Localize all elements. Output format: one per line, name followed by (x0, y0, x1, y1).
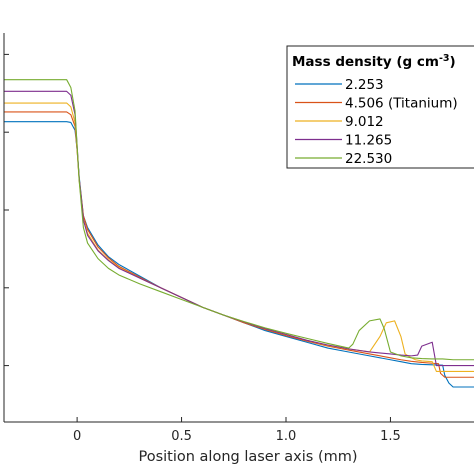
legend-entries: 2.253 4.506 (Titanium) 9.012 11.265 22.530 (295, 77, 458, 167)
legend-title-superscript: -3 (439, 53, 450, 64)
legend-label-5: 22.530 (345, 151, 392, 167)
x-tick-label-4: 1.5 (380, 429, 401, 444)
legend-box (286, 45, 474, 169)
legend-label-3: 9.012 (345, 114, 384, 130)
x-tick-label-1: 0 (73, 429, 81, 444)
axes-layer: 0 0.5 1.0 1.5 (3, 33, 474, 444)
x-tick-label-2: 0.5 (171, 429, 192, 444)
legend-label-4: 11.265 (345, 133, 392, 149)
legend-title: Mass density (g cm-3) (292, 53, 456, 71)
legend: Mass density (g cm-3) 2.253 4.506 (Titani… (286, 45, 474, 169)
x-tick-label-3: 1.0 (276, 429, 297, 444)
legend-title-text: Mass density (g cm (292, 54, 439, 70)
series-line-5 (4, 79, 474, 361)
legend-label-2: 4.506 (Titanium) (345, 96, 458, 112)
legend-title-end: ) (450, 54, 456, 70)
series-layer (4, 79, 474, 388)
x-axis-label: Position along laser axis (mm) (138, 449, 357, 465)
legend-label-1: 2.253 (345, 77, 384, 93)
